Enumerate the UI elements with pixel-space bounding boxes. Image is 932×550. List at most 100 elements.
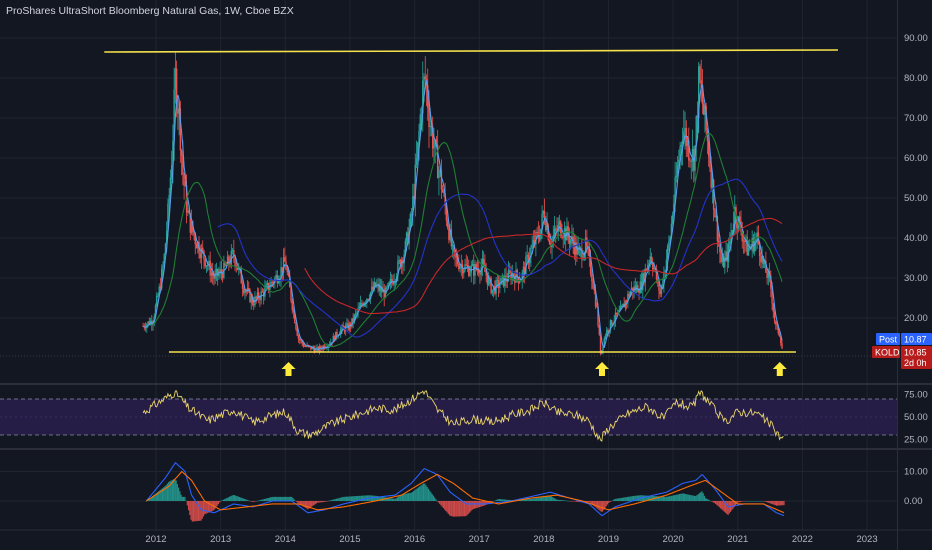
axis-labels: 90.00 80.00 70.00 60.00 50.00 40.00 30.00 20.00…: [145, 33, 927, 545]
macd-histogram-bar: [219, 501, 221, 503]
candle-body: [266, 283, 269, 285]
macd-histogram-bar: [199, 501, 201, 521]
macd-histogram-bar: [608, 501, 610, 503]
rsi-band-fill: [0, 399, 897, 435]
candle-body: [562, 237, 564, 239]
candle-body: [280, 267, 282, 279]
macd-histogram-bar: [204, 501, 206, 515]
macd-histogram-bar: [527, 499, 529, 501]
symbol-badge-label: KOLD: [875, 348, 900, 358]
macd-histogram-bar: [759, 501, 761, 502]
macd-histogram-bar: [599, 501, 601, 511]
time-tick-label: 2016: [404, 534, 425, 545]
macd-histogram-bar: [446, 501, 448, 513]
macd-histogram-bar: [737, 501, 739, 503]
candle-body: [250, 296, 252, 303]
macd-histogram-bar: [449, 501, 451, 516]
macd-histogram-bar: [359, 495, 361, 501]
macd-histogram-bar: [466, 501, 468, 516]
macd-histogram-bar: [665, 496, 667, 501]
candle-body: [291, 300, 293, 311]
candle-body: [685, 128, 687, 146]
candle-body: [336, 331, 338, 337]
macd-histogram-bar: [158, 491, 160, 501]
candle-body: [332, 335, 334, 343]
macd-histogram-bar: [412, 491, 415, 501]
macd-histogram-bar: [260, 499, 262, 501]
candle-body: [615, 312, 618, 314]
moving-averages: [142, 80, 783, 351]
macd-histogram-bar: [686, 494, 688, 501]
macd-histogram-bar: [768, 501, 770, 503]
candle-body: [398, 259, 400, 261]
macd-histogram-bar: [166, 483, 169, 501]
macd-series: [145, 462, 785, 522]
macd-histogram-bar: [504, 499, 507, 501]
macd-histogram-bar: [465, 501, 467, 517]
macd-histogram-bar: [733, 501, 735, 508]
macd-histogram-bar: [284, 496, 287, 501]
macd-histogram-bar: [220, 500, 222, 502]
candle-body: [781, 343, 783, 349]
macd-histogram-bar: [700, 492, 702, 501]
macd-histogram-bar: [543, 496, 545, 501]
macd-histogram-bar: [671, 495, 673, 501]
candle-body: [390, 279, 393, 282]
macd-histogram-bar: [429, 490, 431, 501]
candle-body: [640, 281, 643, 291]
candle-body: [410, 214, 413, 216]
macd-histogram-bar: [483, 501, 486, 506]
macd-histogram-bar: [716, 501, 718, 506]
symbol-badge-value: 10.85: [904, 348, 927, 358]
macd-histogram-bar: [642, 495, 645, 501]
candle-body: [399, 259, 402, 268]
candle-body: [758, 243, 761, 257]
macd-histogram-bar: [371, 495, 374, 501]
candle-body: [371, 286, 373, 293]
price-tick-label: 40.00: [904, 233, 928, 244]
post-badge-label-bg: [876, 333, 900, 345]
symbol-badge: KOLD 10.85 2d 0h: [872, 346, 932, 369]
candle-body: [229, 263, 231, 265]
macd-histogram-bar: [292, 498, 294, 501]
candle-body: [635, 285, 638, 291]
candle-body: [172, 140, 174, 166]
macd-histogram-bar: [271, 497, 273, 501]
macd-histogram-bar: [299, 501, 302, 505]
macd-histogram-bar: [696, 495, 698, 501]
macd-histogram-bar: [420, 485, 422, 501]
macd-histogram-bar: [251, 501, 253, 502]
macd-histogram-bar: [409, 492, 411, 501]
macd-histogram-bar: [764, 501, 766, 502]
candle-body: [581, 248, 583, 260]
candle-body: [387, 283, 389, 288]
candle-body: [450, 229, 453, 247]
candle-body: [696, 116, 699, 118]
macd-histogram-bar: [458, 501, 461, 517]
macd-histogram-bar: [702, 493, 704, 501]
macd-histogram-bar: [563, 500, 565, 501]
candle-body: [496, 280, 499, 281]
macd-histogram-bar: [411, 491, 413, 501]
macd-histogram-bar: [437, 501, 440, 503]
macd-histogram-bar: [649, 495, 651, 501]
candle-body: [511, 273, 513, 280]
symbol-badge-label-bg: [872, 346, 900, 358]
candle-body: [618, 310, 620, 312]
candle-body: [436, 144, 439, 179]
macd-histogram-bar: [467, 501, 469, 515]
macd-histogram-bar: [743, 501, 745, 502]
macd-histogram-bar: [374, 495, 376, 501]
macd-histogram-bar: [498, 499, 500, 501]
candle-body: [352, 318, 354, 322]
macd-histogram-bar: [395, 498, 397, 501]
macd-histogram-bar: [270, 497, 272, 501]
macd-histogram-bar: [170, 480, 172, 501]
macd-histogram-bar: [427, 488, 430, 501]
macd-histogram-bar: [678, 494, 681, 501]
candle-body: [634, 286, 637, 291]
macd-histogram-bar: [350, 496, 353, 501]
annotations: [0, 49, 897, 376]
